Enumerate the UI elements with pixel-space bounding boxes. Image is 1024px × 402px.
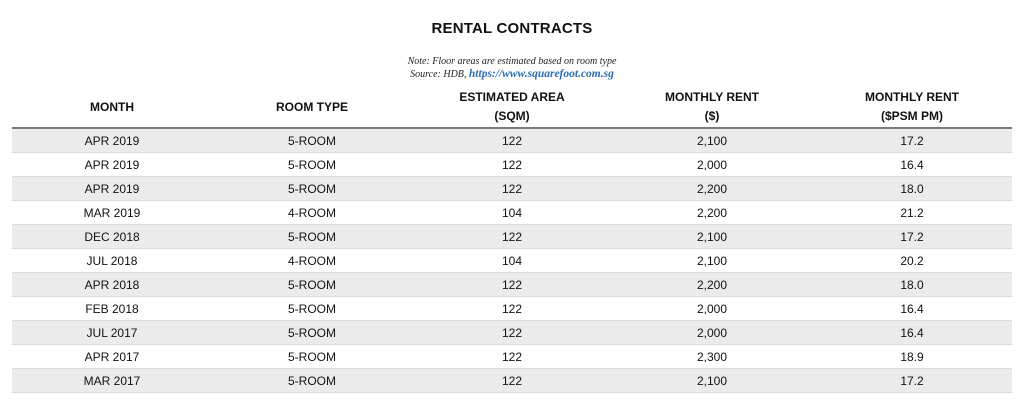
cell-room-type: 5-ROOM xyxy=(212,296,412,321)
cell-rent: 2,200 xyxy=(612,200,812,225)
cell-area: 122 xyxy=(412,224,612,249)
cell-rent-psm: 16.4 xyxy=(812,320,1012,345)
cell-area: 104 xyxy=(412,200,612,225)
cell-rent-psm: 16.4 xyxy=(812,152,1012,177)
cell-rent: 2,000 xyxy=(612,152,812,177)
cell-rent: 2,000 xyxy=(612,320,812,345)
cell-room-type: 5-ROOM xyxy=(212,320,412,345)
cell-rent: 2,000 xyxy=(612,296,812,321)
cell-month: APR 2019 xyxy=(12,152,212,177)
source-prefix: Source: HDB, xyxy=(410,69,467,80)
cell-rent: 2,200 xyxy=(612,176,812,201)
cell-rent: 2,100 xyxy=(612,368,812,393)
cell-month: DEC 2018 xyxy=(12,224,212,249)
cell-room-type: 5-ROOM xyxy=(212,368,412,393)
cell-area: 122 xyxy=(412,296,612,321)
table-row: APR 2017 5-ROOM 122 2,300 18.9 xyxy=(12,344,1012,369)
cell-area: 122 xyxy=(412,152,612,177)
cell-area: 104 xyxy=(412,248,612,273)
cell-rent: 2,300 xyxy=(612,344,812,369)
cell-rent-psm: 16.4 xyxy=(812,296,1012,321)
cell-room-type: 5-ROOM xyxy=(212,152,412,177)
cell-month: APR 2018 xyxy=(12,272,212,297)
header-monthly-rent: MONTHLY RENT ($) xyxy=(612,87,812,129)
cell-room-type: 4-ROOM xyxy=(212,248,412,273)
cell-month: MAR 2017 xyxy=(12,368,212,393)
cell-month: APR 2019 xyxy=(12,128,212,153)
table-header-row: MONTH ROOM TYPE ESTIMATED AREA (SQM) MONT… xyxy=(12,87,1012,129)
table-row: APR 2018 5-ROOM 122 2,200 18.0 xyxy=(12,272,1012,297)
cell-room-type: 5-ROOM xyxy=(212,272,412,297)
table-row: JUL 2017 5-ROOM 122 2,000 16.4 xyxy=(12,320,1012,345)
header-monthly-rent-psm: MONTHLY RENT ($PSM PM) xyxy=(812,87,1012,129)
cell-rent-psm: 17.2 xyxy=(812,128,1012,153)
table-row: MAR 2017 5-ROOM 122 2,100 17.2 xyxy=(12,368,1012,393)
floor-area-note: Note: Floor areas are estimated based on… xyxy=(407,56,617,67)
cell-rent-psm: 18.9 xyxy=(812,344,1012,369)
table-body: APR 2019 5-ROOM 122 2,100 17.2 APR 2019 5-ROO… xyxy=(12,128,1012,393)
table-row: APR 2019 5-ROOM 122 2,000 16.4 xyxy=(12,152,1012,177)
cell-area: 122 xyxy=(412,128,612,153)
cell-area: 122 xyxy=(412,272,612,297)
cell-room-type: 5-ROOM xyxy=(212,344,412,369)
page-title: RENTAL CONTRACTS xyxy=(431,20,593,37)
cell-area: 122 xyxy=(412,320,612,345)
cell-room-type: 4-ROOM xyxy=(212,200,412,225)
header-room-type: ROOM TYPE xyxy=(212,87,412,129)
cell-rent: 2,100 xyxy=(612,248,812,273)
table-row: MAR 2019 4-ROOM 104 2,200 21.2 xyxy=(12,200,1012,225)
header-estimated-area: ESTIMATED AREA (SQM) xyxy=(412,87,612,129)
cell-area: 122 xyxy=(412,176,612,201)
cell-month: APR 2019 xyxy=(12,176,212,201)
cell-month: APR 2017 xyxy=(12,344,212,369)
cell-rent: 2,100 xyxy=(612,128,812,153)
cell-month: MAR 2019 xyxy=(12,200,212,225)
rental-contracts-table: MONTH ROOM TYPE ESTIMATED AREA (SQM) MONT… xyxy=(12,87,1012,393)
table-row: JUL 2018 4-ROOM 104 2,100 20.2 xyxy=(12,248,1012,273)
cell-rent-psm: 17.2 xyxy=(812,224,1012,249)
cell-rent-psm: 20.2 xyxy=(812,248,1012,273)
cell-month: JUL 2017 xyxy=(12,320,212,345)
source-link[interactable]: https://www.squarefoot.com.sg xyxy=(468,68,614,80)
cell-month: FEB 2018 xyxy=(12,296,212,321)
source-line: Source: HDB, https://www.squarefoot.com.… xyxy=(0,68,1024,81)
cell-rent: 2,200 xyxy=(612,272,812,297)
cell-room-type: 5-ROOM xyxy=(212,128,412,153)
cell-room-type: 5-ROOM xyxy=(212,176,412,201)
cell-rent-psm: 21.2 xyxy=(812,200,1012,225)
table-notes: Note: Floor areas are estimated based on… xyxy=(0,55,1024,81)
table-row: APR 2019 5-ROOM 122 2,200 18.0 xyxy=(12,176,1012,201)
table-row: APR 2019 5-ROOM 122 2,100 17.2 xyxy=(12,128,1012,153)
cell-rent-psm: 17.2 xyxy=(812,368,1012,393)
table-row: DEC 2018 5-ROOM 122 2,100 17.2 xyxy=(12,224,1012,249)
cell-room-type: 5-ROOM xyxy=(212,224,412,249)
header-month: MONTH xyxy=(12,87,212,129)
cell-rent-psm: 18.0 xyxy=(812,272,1012,297)
table-row: FEB 2018 5-ROOM 122 2,000 16.4 xyxy=(12,296,1012,321)
cell-area: 122 xyxy=(412,368,612,393)
cell-area: 122 xyxy=(412,344,612,369)
cell-rent-psm: 18.0 xyxy=(812,176,1012,201)
cell-rent: 2,100 xyxy=(612,224,812,249)
cell-month: JUL 2018 xyxy=(12,248,212,273)
